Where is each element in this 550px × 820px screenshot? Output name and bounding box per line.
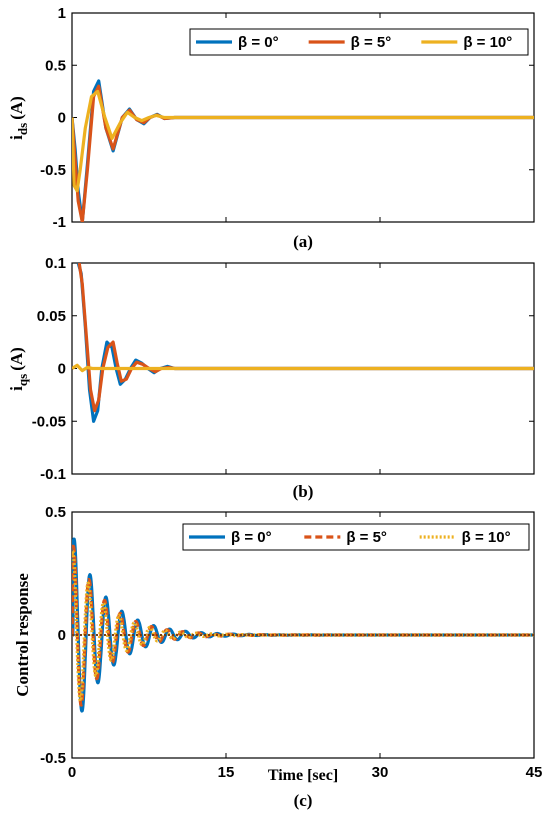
panel-b-y-ticks: 0.1 0.05 0 -0.05 -0.1 [32, 255, 534, 483]
panel-c-ylabel: Control response [13, 573, 32, 697]
panel-a-ylabel-main: i [7, 135, 26, 140]
x-tick-label: 15 [218, 764, 235, 781]
panel-a: 1 0.5 0 -0.5 -1 ids (A) β = 0° β = 5° β = 10° (… [7, 5, 535, 251]
y-tick-label: -1 [53, 214, 66, 231]
x-tick-label: 45 [526, 764, 543, 781]
series-line-2 [77, 263, 534, 413]
series-line-1 [72, 79, 534, 222]
y-tick-label: 0.5 [45, 57, 66, 74]
panel-b: 0.1 0.05 0 -0.05 -0.1 iqs (A) (b) [7, 255, 535, 501]
legend-entry-label: β = 5° [346, 529, 387, 546]
legend-entry-label: β = 0° [238, 34, 279, 51]
panel-a-y-ticks: 1 0.5 0 -0.5 -1 [40, 5, 534, 231]
panel-c-xlabel: Time [sec] [268, 767, 338, 784]
series-line-3 [72, 89, 534, 193]
x-tick-label: 0 [68, 764, 76, 781]
panel-a-series [72, 79, 534, 222]
y-tick-label: 0 [58, 361, 66, 378]
panel-a-ylabel-sub: ds [15, 123, 30, 135]
panel-a-ylabel-unit: (A) [7, 96, 26, 120]
panel-a-legend: β = 0° β = 5° β = 10° [189, 28, 529, 56]
legend-entry-label: β = 5° [351, 34, 392, 51]
y-tick-label: 0.1 [45, 255, 66, 272]
legend-entry-label: β = 10° [462, 529, 511, 546]
y-tick-label: -0.1 [40, 466, 66, 483]
series-line-1 [76, 263, 534, 423]
series-line-2 [72, 84, 534, 222]
y-tick-label: 0.5 [45, 504, 66, 521]
legend-box [182, 523, 530, 551]
panel-b-ylabel-main: i [7, 386, 26, 391]
panel-b-ylabel-unit: (A) [7, 347, 26, 371]
y-tick-label: 0 [58, 110, 66, 127]
y-tick-label: -0.05 [32, 413, 66, 430]
series-line-1 [72, 537, 534, 713]
panel-a-ylabel: ids (A) [7, 96, 30, 140]
panel-c-caption: (c) [294, 791, 313, 810]
y-tick-label: -0.5 [40, 162, 66, 179]
panel-c-ticks: 0.50-0.50 15 30 45 [40, 504, 542, 781]
y-tick-label: 1 [58, 5, 66, 22]
y-tick-label: -0.5 [40, 750, 66, 767]
panel-b-series [72, 263, 534, 423]
x-tick-label: 30 [372, 764, 389, 781]
legend-box [189, 28, 529, 56]
series-line-3 [72, 363, 534, 373]
panel-a-caption: (a) [293, 232, 313, 251]
legend-entry-label: β = 0° [231, 529, 272, 546]
panel-c-legend: β = 0° β = 5° β = 10° [182, 523, 530, 551]
y-tick-label: 0.05 [37, 308, 66, 325]
panel-b-caption: (b) [293, 482, 314, 501]
panel-c: 0.50-0.50 15 30 45 Control response Time [s… [13, 504, 542, 810]
legend-entry-label: β = 10° [463, 34, 512, 51]
y-tick-label: 0 [58, 627, 66, 644]
panel-b-ylabel: iqs (A) [7, 347, 30, 391]
panel-b-ylabel-sub: qs [15, 374, 30, 386]
panel-c-series [72, 537, 534, 713]
